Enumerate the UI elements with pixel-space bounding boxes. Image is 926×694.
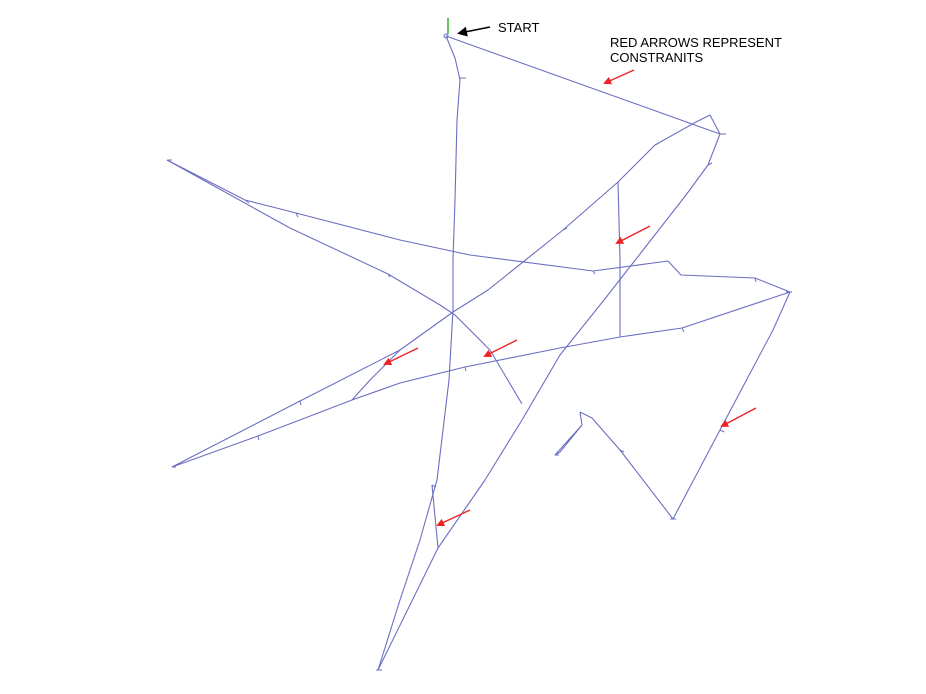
constraint-arrow (720, 407, 757, 427)
trajectory-segment (171, 311, 454, 468)
constraint-arrow (436, 509, 471, 527)
tick-marks (168, 77, 792, 671)
constraint-arrow (383, 347, 419, 365)
start-arrow (457, 26, 491, 37)
trajectory-segment (351, 349, 401, 401)
constraint-arrows (383, 69, 757, 527)
trajectory-segment (171, 291, 791, 468)
trajectory-segment (445, 35, 721, 313)
constraint-arrow-legend (603, 69, 635, 85)
constraint-arrow (483, 339, 518, 357)
trajectory-segment (617, 181, 621, 337)
legend-line-2: CONSTRANITS (610, 50, 704, 65)
start-marker (443, 18, 449, 39)
trajectory-segment (437, 133, 721, 549)
legend-note: RED ARROWS REPRESENT CONSTRANITS (610, 35, 782, 65)
legend-line-1: RED ARROWS REPRESENT (610, 35, 782, 50)
trajectory-segment (579, 291, 791, 520)
start-label: START (498, 20, 540, 35)
trajectory-segment (166, 159, 523, 405)
trajectory-segment (166, 159, 791, 293)
trajectory-segment (377, 35, 461, 671)
trajectory-path (166, 35, 791, 671)
trajectory-segment (554, 411, 583, 456)
trajectory-segment (377, 484, 439, 671)
constraint-arrow (615, 225, 651, 244)
